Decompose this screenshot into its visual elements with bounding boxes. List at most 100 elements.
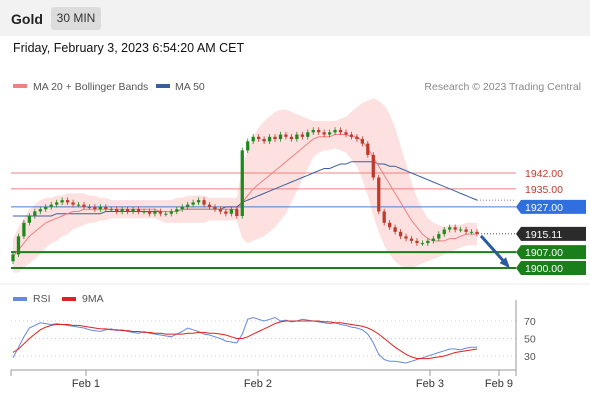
candle-body [393,227,397,232]
candle-body [327,132,332,135]
candle-body [317,130,321,133]
candle-body [27,215,32,223]
candle-body [311,130,315,133]
candle-body [186,204,190,207]
candle-body [142,211,146,213]
candle-body [65,200,70,203]
candle-body [44,206,48,210]
candle-body [213,206,217,210]
candle-body [98,206,102,210]
candle-body [202,200,206,205]
candle-body [415,240,419,244]
candle-body [437,234,441,239]
rsi-ma-line [12,320,478,360]
candle-body [453,227,457,230]
support-level-label: 1907.00 [525,247,563,259]
candle-body [131,209,135,212]
candle-body [371,154,375,178]
chart-datetime: Friday, February 3, 2023 6:54:20 AM CET [13,41,245,55]
candle-body [60,200,64,203]
candle-body [109,209,113,211]
candle-body [120,209,124,212]
candle-body [240,150,244,216]
candle-body [442,229,446,235]
instrument-title: Gold [11,11,43,27]
candle-body [196,200,201,203]
candle-body [22,222,26,237]
candle-body [246,141,250,151]
candle-body [278,134,283,140]
pivot-level-label: 1927.00 [525,202,563,214]
ma20-line [12,134,477,258]
candle-body [360,139,365,144]
x-axis-tick-label: Feb 2 [244,378,272,390]
candle-body [93,206,97,210]
candle-body [464,229,468,232]
candle-body [87,206,92,208]
support-level-label: 1900.00 [525,263,563,275]
candle-body [333,130,337,133]
candle-body [251,136,255,142]
candle-body [158,211,163,214]
candle-body [104,206,108,210]
rsi-tick-label: 30 [524,351,536,363]
candle-body [388,222,392,228]
candle-body [322,132,326,135]
candle-body [289,136,294,140]
pivot-level-tag [516,199,586,214]
candle-body [475,231,479,234]
candle-body [125,209,130,212]
resistance-level-label: 1935.00 [525,184,563,196]
forecast-arrow-head [499,257,511,269]
rsi-legend-label: RSI [33,293,51,305]
ma20-legend-swatch [13,84,27,88]
candle-body [207,204,212,207]
candle-body [33,211,37,216]
candle-body [404,236,408,239]
last_price-level-label: 1915.11 [525,229,562,241]
candle-body [431,238,435,241]
candle-body [147,211,152,214]
candle-body [136,209,141,212]
ma50-line [13,161,478,217]
x-axis-tick-label: Feb 1 [72,378,100,390]
rsi-line [12,316,477,364]
candle-body [295,134,299,140]
candle-body [458,229,463,231]
candle-body [229,209,233,214]
candle-body [38,209,42,212]
candle-body [153,211,157,214]
candle-body [218,209,223,212]
x-axis-tick-label: Feb 3 [416,378,444,390]
candle-body [115,209,119,212]
candle-body [191,202,195,205]
rsi-ma-legend-label: 9MA [82,293,104,305]
timeframe-button[interactable]: 30 MIN [51,7,101,30]
bollinger-band-area [13,98,477,273]
candle-body [235,209,239,216]
candle-body [76,204,81,206]
candle-body [169,211,173,214]
candle-body [377,177,381,212]
candle-body [382,211,386,223]
candle-body [469,231,474,233]
ma20-legend-label: MA 20 + Bollinger Bands [33,81,148,93]
candle-body [11,254,15,262]
ma50-legend-swatch [156,84,170,88]
candle-body [71,202,75,205]
candle-body [180,206,184,210]
candle-body [344,132,348,135]
rsi-legend-swatch [13,297,27,301]
candle-body [82,204,86,207]
candle-body [366,143,370,155]
credit-label: Research © 2023 Trading Central [424,81,581,93]
candle-body [224,211,228,214]
candle-body [164,213,168,215]
candle-body [398,231,403,237]
rsi-tick-label: 50 [524,334,536,346]
candle-body [284,134,288,137]
candle-body [448,227,452,230]
candle-body [349,134,354,137]
candle-body [409,238,414,241]
